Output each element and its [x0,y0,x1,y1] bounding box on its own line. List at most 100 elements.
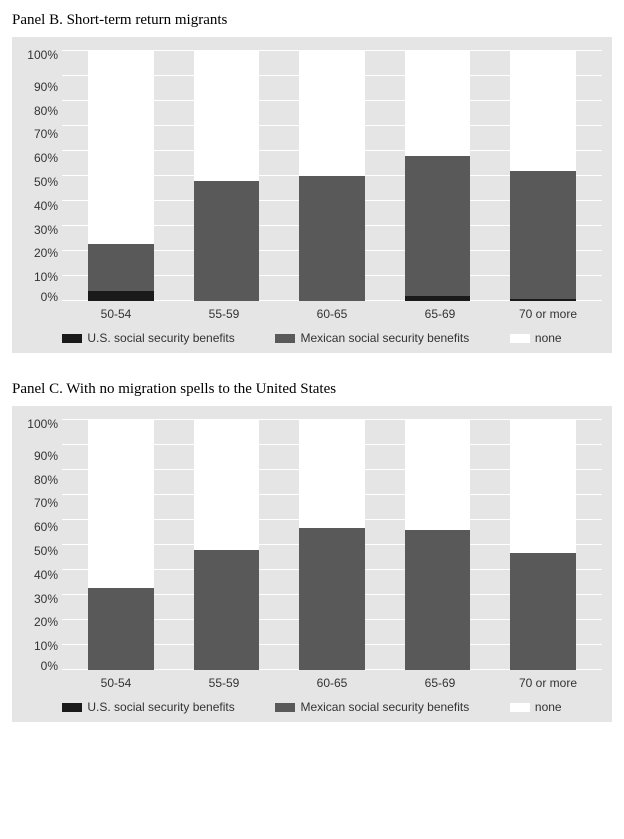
bar-segment-mex [510,553,575,671]
legend-swatch [275,703,295,712]
x-tick-label: 60-65 [278,670,386,690]
bar-column [490,420,596,670]
bar-segment-mex [405,530,470,670]
legend-label: Mexican social security benefits [300,331,469,345]
legend-swatch [510,334,530,343]
legend-item: U.S. social security benefits [62,700,234,714]
bar-segment-mex [510,171,575,299]
bar-segment-none [194,51,259,181]
y-axis: 100%90%80%70%60%50%40%30%20%10%0% [22,51,62,301]
bar-column [279,51,385,301]
x-tick-label: 70 or more [494,670,602,690]
legend-label: none [535,331,562,345]
x-tick-label: 65-69 [386,301,494,321]
legend-item: none [510,700,562,714]
bar-column [174,420,280,670]
y-tick-label: 50% [34,176,58,188]
x-tick-label: 55-59 [170,301,278,321]
bars-row [62,51,602,301]
y-tick-label: 80% [34,105,58,117]
y-tick-label: 80% [34,474,58,486]
panel-title: Panel C. With no migration spells to the… [12,381,612,398]
bar-stack [510,420,575,670]
bar-segment-none [88,51,153,244]
bar-column [385,420,491,670]
plot-grid [62,51,602,301]
y-tick-label: 60% [34,521,58,533]
legend: U.S. social security benefits Mexican soc… [42,331,582,345]
legend-item: U.S. social security benefits [62,331,234,345]
bar-stack [88,420,153,670]
y-tick-label: 30% [34,224,58,236]
legend-swatch [275,334,295,343]
y-tick-label: 90% [34,81,58,93]
y-axis: 100%90%80%70%60%50%40%30%20%10%0% [22,420,62,670]
bar-stack [510,51,575,301]
bar-stack [299,51,364,301]
y-tick-label: 70% [34,497,58,509]
x-axis: 50-5455-5960-6565-6970 or more [62,670,602,690]
bar-column [279,420,385,670]
bar-segment-mex [194,550,259,670]
legend-item: none [510,331,562,345]
y-tick-label: 40% [34,569,58,581]
bar-segment-us [88,291,153,301]
legend-label: Mexican social security benefits [300,700,469,714]
panel-title: Panel B. Short-term return migrants [12,12,612,29]
y-tick-label: 0% [41,291,58,303]
chart-panel: Panel B. Short-term return migrants100%9… [12,12,612,353]
y-tick-label: 20% [34,247,58,259]
bar-segment-us [405,296,470,301]
bar-segment-none [88,420,153,588]
chart-area: 100%90%80%70%60%50%40%30%20%10%0%50-5455… [12,406,612,722]
y-tick-label: 10% [34,640,58,652]
bar-column [68,420,174,670]
y-tick-label: 50% [34,545,58,557]
bar-segment-mex [405,156,470,296]
legend-swatch [62,334,82,343]
x-tick-label: 60-65 [278,301,386,321]
bar-segment-none [299,51,364,176]
legend-item: Mexican social security benefits [275,331,469,345]
bar-segment-none [405,51,470,156]
bar-segment-none [510,51,575,171]
x-tick-label: 50-54 [62,670,170,690]
y-tick-label: 70% [34,128,58,140]
y-tick-label: 0% [41,660,58,672]
legend-label: none [535,700,562,714]
x-tick-label: 55-59 [170,670,278,690]
bar-segment-none [194,420,259,550]
legend-item: Mexican social security benefits [275,700,469,714]
y-tick-label: 60% [34,152,58,164]
bar-segment-mex [299,176,364,301]
legend-swatch [510,703,530,712]
y-tick-label: 20% [34,616,58,628]
y-tick-label: 10% [34,271,58,283]
bar-column [385,51,491,301]
bar-column [174,51,280,301]
bar-column [68,51,174,301]
y-tick-label: 30% [34,593,58,605]
y-tick-label: 40% [34,200,58,212]
bar-column [490,51,596,301]
plot-grid [62,420,602,670]
bar-segment-none [299,420,364,528]
bar-stack [88,51,153,301]
bar-segment-mex [194,181,259,301]
bar-stack [194,420,259,670]
panels-container: Panel B. Short-term return migrants100%9… [12,12,612,722]
y-tick-label: 90% [34,450,58,462]
bar-stack [405,51,470,301]
legend-label: U.S. social security benefits [87,700,234,714]
plot-wrap: 100%90%80%70%60%50%40%30%20%10%0% [22,51,602,301]
bar-segment-mex [299,528,364,671]
bar-stack [194,51,259,301]
bar-segment-mex [88,244,153,292]
plot-wrap: 100%90%80%70%60%50%40%30%20%10%0% [22,420,602,670]
x-tick-label: 65-69 [386,670,494,690]
x-tick-label: 50-54 [62,301,170,321]
bar-segment-none [510,420,575,553]
chart-area: 100%90%80%70%60%50%40%30%20%10%0%50-5455… [12,37,612,353]
bars-row [62,420,602,670]
legend-label: U.S. social security benefits [87,331,234,345]
